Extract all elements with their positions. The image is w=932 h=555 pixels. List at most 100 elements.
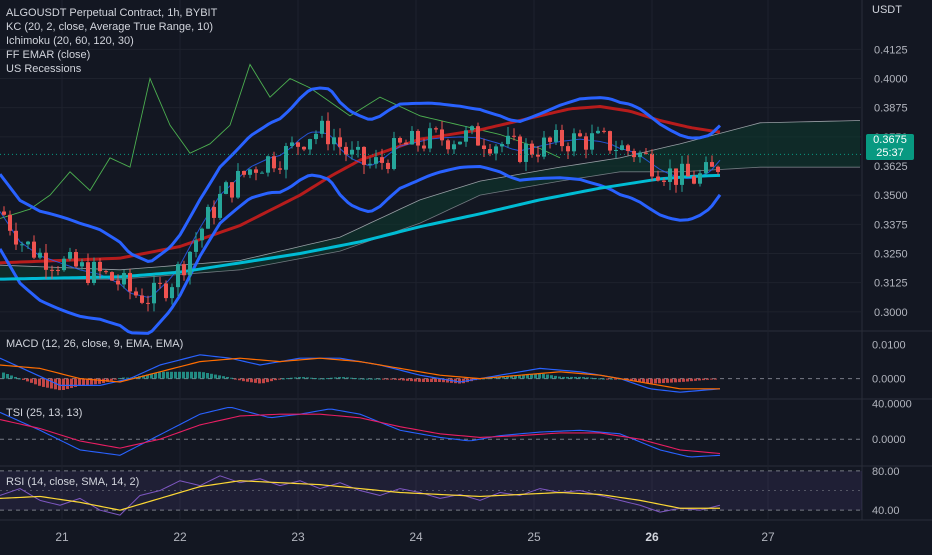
candle-body xyxy=(398,138,402,143)
macd-histogram-bar xyxy=(10,375,13,379)
tsi-legend[interactable]: TSI (25, 13, 13) xyxy=(6,407,83,419)
candle-body xyxy=(254,169,258,173)
macd-histogram-bar xyxy=(306,377,309,379)
candle-body xyxy=(704,162,708,174)
macd-histogram-bar xyxy=(394,378,397,380)
candle-body xyxy=(692,176,696,184)
macd-histogram-bar xyxy=(706,378,709,380)
keltner-upper xyxy=(0,86,722,263)
candle-body xyxy=(716,166,720,172)
candle-body xyxy=(320,120,324,134)
macd-histogram-bar xyxy=(382,378,385,380)
candle-body xyxy=(230,182,234,198)
macd-histogram-bar xyxy=(350,377,353,379)
candle-body xyxy=(218,193,222,218)
macd-histogram-bar xyxy=(246,378,249,382)
macd-histogram-bar xyxy=(530,374,533,379)
candle-body xyxy=(416,130,420,146)
macd-histogram-bar xyxy=(214,374,217,379)
candle-body xyxy=(236,170,240,198)
candle-body xyxy=(434,128,438,130)
candle-body xyxy=(308,139,312,150)
candle-body xyxy=(356,146,360,150)
time-tick-label: 24 xyxy=(409,530,423,544)
macd-histogram-bar xyxy=(238,378,241,381)
legend-kc[interactable]: KC (20, 2, close, Average True Range, 10… xyxy=(6,21,214,33)
macd-histogram-bar xyxy=(638,378,641,382)
macd-histogram-bar xyxy=(434,378,437,382)
rsi-legend[interactable]: RSI (14, close, SMA, 14, 2) xyxy=(6,476,140,488)
candle-body xyxy=(224,182,228,194)
candle-body xyxy=(8,214,12,231)
macd-histogram-bar xyxy=(30,378,33,383)
candle-body xyxy=(584,136,588,150)
macd-histogram-bar xyxy=(58,378,61,391)
candle-body xyxy=(188,251,192,276)
candle-body xyxy=(116,280,120,285)
macd-histogram-bar xyxy=(234,378,237,380)
candle-body xyxy=(272,156,276,169)
macd-histogram-bar xyxy=(410,378,413,382)
macd-histogram-bar xyxy=(486,378,489,380)
macd-histogram-bar xyxy=(66,378,69,389)
candle-body xyxy=(182,264,186,276)
macd-legend[interactable]: MACD (12, 26, close, 9, EMA, EMA) xyxy=(6,338,184,350)
symbol-title[interactable]: ALGOUSDT Perpetual Contract, 1h, BYBIT xyxy=(6,7,218,19)
macd-histogram-bar xyxy=(426,378,429,382)
legend-us-recessions[interactable]: US Recessions xyxy=(6,63,82,75)
macd-histogram-bar xyxy=(314,378,317,380)
macd-histogram-bar xyxy=(174,371,177,379)
macd-histogram-bar xyxy=(358,378,361,380)
candle-body xyxy=(350,149,354,155)
macd-histogram-bar xyxy=(682,378,685,382)
legend-ff-emar[interactable]: FF EMAR (close) xyxy=(6,49,91,61)
macd-histogram-bar xyxy=(562,376,565,379)
candle-body xyxy=(686,163,690,177)
macd-histogram-bar xyxy=(430,378,433,382)
macd-histogram-bar xyxy=(162,371,165,379)
time-tick-label: 22 xyxy=(173,530,187,544)
price-tick-label: 0.3875 xyxy=(874,103,908,115)
macd-histogram-bar xyxy=(170,371,173,379)
candle-body xyxy=(392,138,396,169)
candle-body xyxy=(98,261,102,272)
candle-body xyxy=(578,133,582,137)
macd-histogram-bar xyxy=(230,377,233,379)
macd-histogram-bar xyxy=(158,372,161,379)
macd-histogram-bar xyxy=(606,378,609,380)
candle-body xyxy=(404,142,408,145)
macd-histogram-bar xyxy=(14,376,17,379)
legend-ichimoku[interactable]: Ichimoku (20, 60, 120, 30) xyxy=(6,35,134,47)
candle-body xyxy=(44,252,48,270)
macd-histogram-bar xyxy=(598,378,601,380)
macd-histogram-bar xyxy=(614,378,617,380)
macd-histogram-bar xyxy=(274,378,277,381)
macd-histogram-bar xyxy=(286,378,289,380)
candle-body xyxy=(362,146,366,165)
rsi-line xyxy=(0,475,721,516)
price-tick-label: 0.4000 xyxy=(874,74,908,86)
macd-signal-line xyxy=(0,357,720,390)
macd-histogram-bar xyxy=(110,378,113,381)
macd-histogram-bar xyxy=(114,378,117,380)
time-tick-label: 26 xyxy=(645,530,659,544)
candle-body xyxy=(74,252,78,267)
tsi-signal-line xyxy=(0,413,721,455)
macd-histogram-bar xyxy=(534,374,537,379)
candle-body xyxy=(278,168,282,170)
macd-histogram-bar xyxy=(630,378,633,381)
candle-body xyxy=(104,271,108,273)
macd-histogram-bar xyxy=(406,378,409,381)
macd-histogram-bar xyxy=(678,378,681,383)
macd-histogram-bar xyxy=(122,377,125,379)
macd-histogram-bar xyxy=(126,377,129,379)
candle-body xyxy=(326,120,330,145)
candle-body xyxy=(524,143,528,162)
macd-histogram-bar xyxy=(62,378,65,390)
candle-body xyxy=(380,157,384,163)
macd-histogram-bar xyxy=(282,378,285,380)
price-axis-currency: USDT xyxy=(872,4,902,16)
macd-histogram-bar xyxy=(538,373,541,379)
